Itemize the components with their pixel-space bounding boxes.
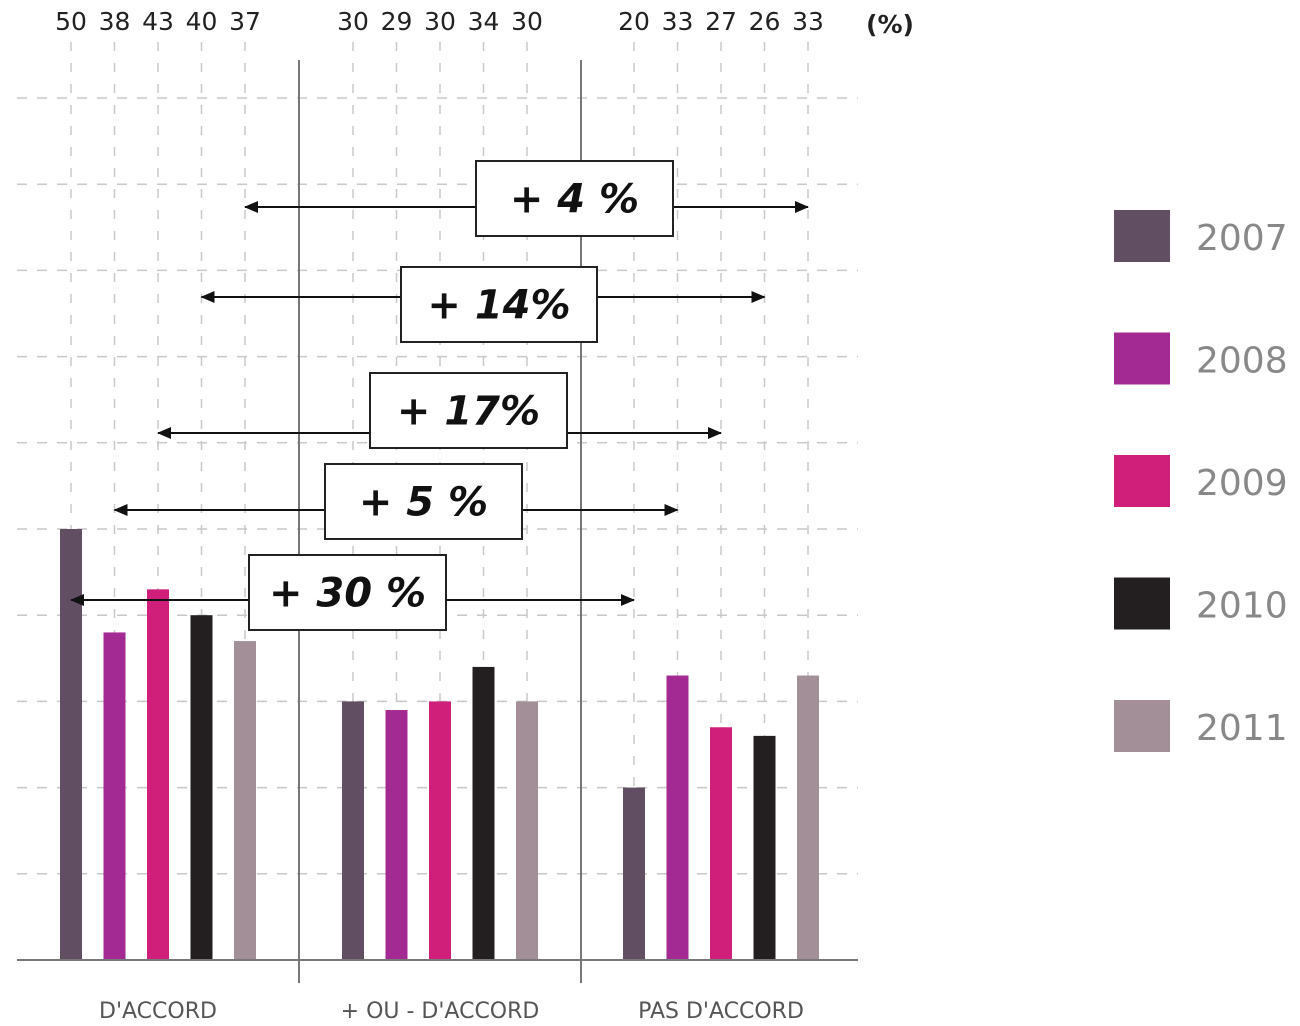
legend-swatch: [1114, 455, 1170, 507]
change-annotation-label: + 30 %: [269, 571, 426, 617]
bar: [516, 701, 538, 960]
legend-swatch: [1114, 577, 1170, 630]
bar-value-label: 43: [142, 7, 174, 36]
bar: [753, 735, 776, 960]
legend-label: 2010: [1196, 586, 1288, 627]
bar-value-label: 34: [468, 7, 500, 36]
bar-value-label: 30: [337, 7, 369, 36]
category-label: PAS D'ACCORD: [638, 999, 804, 1024]
bar: [342, 701, 364, 960]
legend-label: 2007: [1196, 218, 1288, 259]
legend-label: 2008: [1196, 341, 1288, 382]
bar: [797, 675, 819, 960]
bar-value-label: 30: [424, 7, 456, 36]
bar-value-label: 38: [99, 7, 131, 36]
category-label: D'ACCORD: [99, 999, 217, 1024]
bar: [103, 632, 126, 960]
category-label: + OU - D'ACCORD: [341, 999, 540, 1024]
bar-value-label: 30: [511, 7, 543, 36]
change-annotation-label: + 17%: [397, 389, 540, 435]
bar: [710, 727, 732, 960]
change-annotation-box: [369, 372, 568, 449]
legend-swatch: [1114, 332, 1170, 385]
legend-label: 2011: [1196, 708, 1288, 749]
bar: [190, 615, 213, 960]
change-annotation-label: + 4 %: [510, 177, 639, 223]
bar: [385, 710, 408, 960]
bar-value-label: 20: [618, 7, 650, 36]
bar: [147, 589, 169, 960]
bar-value-label: 29: [381, 7, 413, 36]
bar-value-label: 50: [55, 7, 87, 36]
change-annotation-label: + 5 %: [359, 480, 488, 526]
change-annotation-box: [475, 160, 674, 237]
bar-value-label: 26: [749, 7, 781, 36]
change-annotation-box: [324, 463, 523, 540]
bar: [623, 787, 645, 960]
legend-swatch: [1114, 210, 1170, 262]
bar: [472, 666, 495, 960]
bar-value-label: 37: [229, 7, 261, 36]
bar-value-label: 40: [186, 7, 218, 36]
legend-swatch: [1114, 700, 1170, 752]
bar: [234, 641, 256, 960]
legend-label: 2009: [1196, 463, 1288, 504]
bar: [60, 529, 82, 960]
bar: [666, 675, 689, 960]
unit-label: (%): [866, 10, 914, 39]
bar-value-label: 27: [705, 7, 737, 36]
bar-value-label: 33: [792, 7, 824, 36]
bar-value-label: 33: [662, 7, 694, 36]
change-annotation-box: [248, 554, 447, 631]
change-annotation-label: + 14%: [427, 283, 570, 329]
change-annotation-box: [400, 266, 598, 343]
bar: [429, 701, 451, 960]
